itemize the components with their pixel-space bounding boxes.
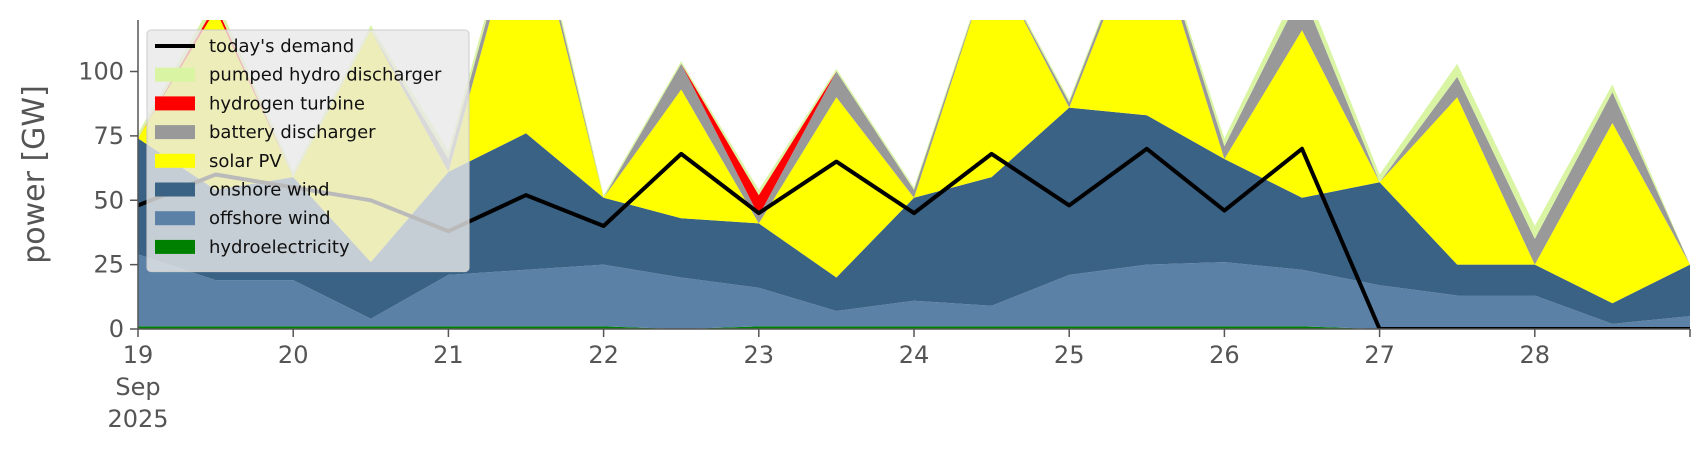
legend-item-solar-pv: solar PV [155, 151, 282, 172]
area-onshore-wind [138, 107, 1690, 324]
x-tick-label: 24 [899, 341, 930, 369]
legend-swatch [155, 153, 195, 168]
y-axis-label: power [GW] [17, 85, 52, 264]
legend-item-onshore-wind: onshore wind [155, 180, 330, 201]
x-tick-label: 21 [433, 341, 464, 369]
legend-label: battery discharger [209, 122, 376, 143]
legend-item-hydroelectricity: hydroelectricity [155, 237, 350, 258]
y-tick-label: 100 [78, 58, 124, 86]
x-tick-label: 20 [278, 341, 309, 369]
x-tick-label: 25 [1054, 341, 1085, 369]
area-solar-pv [138, 20, 1690, 304]
y-tick-label: 75 [93, 122, 124, 150]
legend-swatch [155, 239, 195, 254]
legend-label: hydroelectricity [209, 237, 350, 258]
legend-swatch [155, 67, 195, 82]
x-tick-label: 28 [1520, 341, 1551, 369]
legend-label: onshore wind [209, 180, 330, 201]
axes: 0 25 50 75 100 19 Sep 2025 20 21 22 23 24 25 26 27 28 [78, 20, 1691, 433]
y-tick-label: 50 [93, 186, 124, 214]
legend-box [146, 29, 470, 273]
legend-label: today's demand [209, 36, 354, 57]
legend-swatch [155, 96, 195, 111]
x-tick-label: 27 [1364, 341, 1395, 369]
legend-item-hydrogen-turbine: hydrogen turbine [155, 93, 365, 114]
plot-areas [138, 20, 1690, 329]
x-tick-label: 26 [1209, 341, 1240, 369]
legend-label: pumped hydro discharger [209, 65, 442, 86]
legend-swatch [155, 182, 195, 197]
legend-label: offshore wind [209, 208, 331, 229]
y-tick-label: 25 [93, 251, 124, 279]
x-tick-label: 19 Sep 2025 [107, 341, 168, 433]
legend-label: hydrogen turbine [209, 93, 365, 114]
y-tick-label: 0 [109, 315, 124, 343]
legend-item-battery-discharger: battery discharger [155, 122, 376, 143]
legend-item-pumped-hydro-discharger: pumped hydro discharger [155, 65, 442, 86]
legend-swatch [155, 125, 195, 140]
legend: today's demand pumped hydro discharger hyd… [146, 29, 470, 273]
area-offshore-wind [138, 254, 1690, 329]
area-battery-discharger [138, 20, 1690, 265]
x-tick-label: 23 [744, 341, 775, 369]
legend-swatch [155, 211, 195, 226]
legend-item-today-s-demand: today's demand [155, 36, 354, 57]
x-tick-label: 22 [588, 341, 619, 369]
legend-item-offshore-wind: offshore wind [155, 208, 331, 229]
legend-label: solar PV [209, 151, 282, 172]
